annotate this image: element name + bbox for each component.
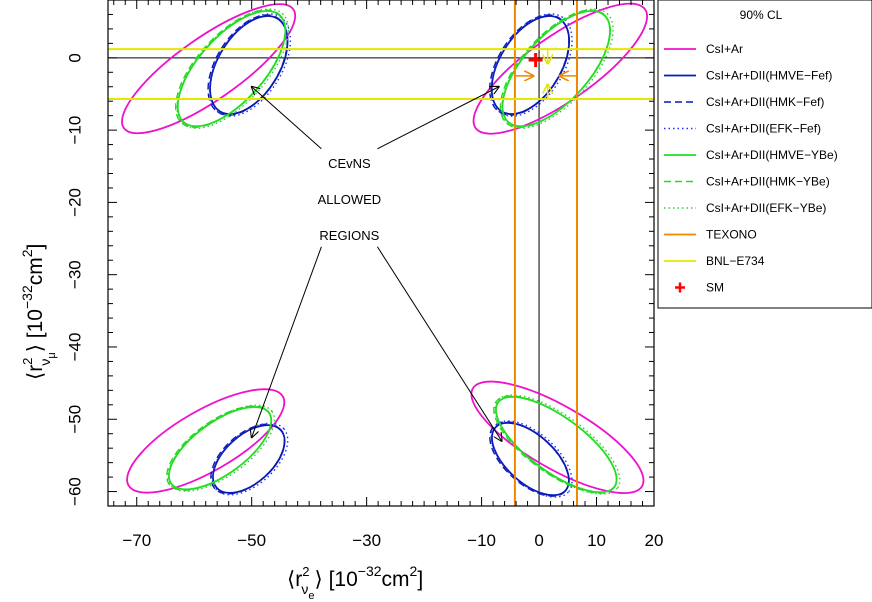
series-0-region-2 xyxy=(126,388,286,494)
legend-box xyxy=(657,0,872,309)
y-tick-label-6: −60 xyxy=(65,477,84,506)
y-tick-label-3: −30 xyxy=(65,260,84,289)
y-axis-label-sup: 2 xyxy=(20,358,35,365)
series-6-region-2 xyxy=(167,404,276,492)
series-3-region-3 xyxy=(490,420,573,498)
y-tick-label-5: −50 xyxy=(65,405,84,434)
x-tick-label-1: −50 xyxy=(237,531,266,550)
legend-label-6: CsI+Ar+DII(EFK−YBe) xyxy=(706,201,826,215)
series-3-region-1 xyxy=(490,13,573,117)
legend-items: CsI+Ar CsI+Ar+DII(HMVE−Fef) CsI+Ar+DII(HMK… xyxy=(664,42,838,295)
x-tick-label-0: −70 xyxy=(122,531,151,550)
series-3-region-2 xyxy=(211,422,289,496)
y-axis-label-close: ] xyxy=(24,244,47,250)
series-4-region-2 xyxy=(168,406,273,491)
plot-frame-layer xyxy=(107,0,655,507)
series-2-region-0 xyxy=(207,14,288,116)
plot-frame xyxy=(107,0,655,507)
y-axis-label-subsub: μ xyxy=(46,352,58,358)
series-5-region-2 xyxy=(166,405,272,491)
series-4-region-3 xyxy=(495,395,618,494)
x-axis-label-exp: −32 xyxy=(358,563,382,579)
x-axis-label-main: ⟨r xyxy=(287,568,302,591)
y-axis-label-unit-exp: 2 xyxy=(19,249,35,257)
annotation-arrow-1 xyxy=(377,87,498,150)
x-axis-label-unit: cm xyxy=(382,568,410,591)
plot-data-layer xyxy=(108,0,654,506)
series-3-region-0 xyxy=(208,13,292,117)
legend-label-9: SM xyxy=(706,281,724,295)
y-axis-label-sub: ν xyxy=(37,359,53,366)
legend-label-1: CsI+Ar+DII(HMVE−Fef) xyxy=(706,69,832,83)
series-0-region-0 xyxy=(121,3,297,135)
y-axis-label-unit: cm xyxy=(24,257,47,285)
y-axis-label: ⟨r2 νμ⟩ [10−32cm2] xyxy=(19,244,58,380)
x-axis-label-sub: ν xyxy=(301,581,308,597)
axis-ticks-layer: −70 −50 −30 −10 0 10 20 0 −10 −20 −30 −40 −50 −60 xyxy=(65,0,663,550)
legend-label-7: TEXONO xyxy=(706,228,757,242)
annotation-arrow-3 xyxy=(376,246,501,441)
x-axis-label-unit-exp: 2 xyxy=(410,563,418,579)
y-axis-label-main: ⟨r xyxy=(24,365,47,380)
x-tick-label-6: 20 xyxy=(645,531,664,550)
x-tick-label-3: −10 xyxy=(467,531,496,550)
legend-title: 90% CL xyxy=(740,8,783,22)
annotation-arrow-0 xyxy=(252,87,322,150)
series-0-region-3 xyxy=(470,380,645,495)
y-tick-label-1: −10 xyxy=(65,116,84,145)
y-axis-label-exp: −32 xyxy=(19,285,35,309)
x-axis-label-sup: 2 xyxy=(302,564,309,579)
annotation-layer: CEvNS ALLOWED REGIONS xyxy=(252,87,502,441)
legend-label-3: CsI+Ar+DII(EFK−Fef) xyxy=(706,122,821,136)
series-2-region-2 xyxy=(210,423,286,495)
x-axis-label-tail: ⟩ [10 xyxy=(315,568,358,591)
x-axis-label-subsub: e xyxy=(308,590,314,602)
annotation-line-2: REGIONS xyxy=(319,228,379,243)
annotation-line-1: ALLOWED xyxy=(318,192,382,207)
series-5-region-1 xyxy=(499,9,611,129)
legend-label-4: CsI+Ar+DII(HMVE−YBe) xyxy=(706,148,838,162)
legend: 90% CL CsI+Ar CsI+Ar+DII(HMVE−Fef) CsI+Ar+… xyxy=(657,0,872,309)
x-tick-label-4: 0 xyxy=(534,531,543,550)
y-tick-label-2: −20 xyxy=(65,188,84,217)
series-0-region-1 xyxy=(472,2,648,135)
legend-label-8: BNL−E734 xyxy=(706,254,765,268)
legend-label-0: CsI+Ar xyxy=(706,42,743,56)
series-5-region-0 xyxy=(174,9,286,129)
x-axis-label-close: ] xyxy=(417,568,423,591)
y-tick-label-4: −40 xyxy=(65,333,84,362)
annotation-line-0: CEvNS xyxy=(328,156,371,171)
legend-label-5: CsI+Ar+DII(HMK−YBe) xyxy=(706,175,830,189)
legend-label-2: CsI+Ar+DII(HMK−Fef) xyxy=(706,95,824,109)
series-2-region-1 xyxy=(488,14,570,116)
y-axis-label-tail: ⟩ [10 xyxy=(24,309,47,352)
y-tick-label-0: 0 xyxy=(65,53,84,62)
series-2-region-3 xyxy=(489,421,570,497)
x-tick-label-2: −30 xyxy=(352,531,381,550)
x-tick-label-5: 10 xyxy=(587,531,606,550)
annotation-arrow-2 xyxy=(252,246,322,438)
x-axis-label: ⟨r2 νe⟩ [10−32cm2] xyxy=(287,563,423,602)
